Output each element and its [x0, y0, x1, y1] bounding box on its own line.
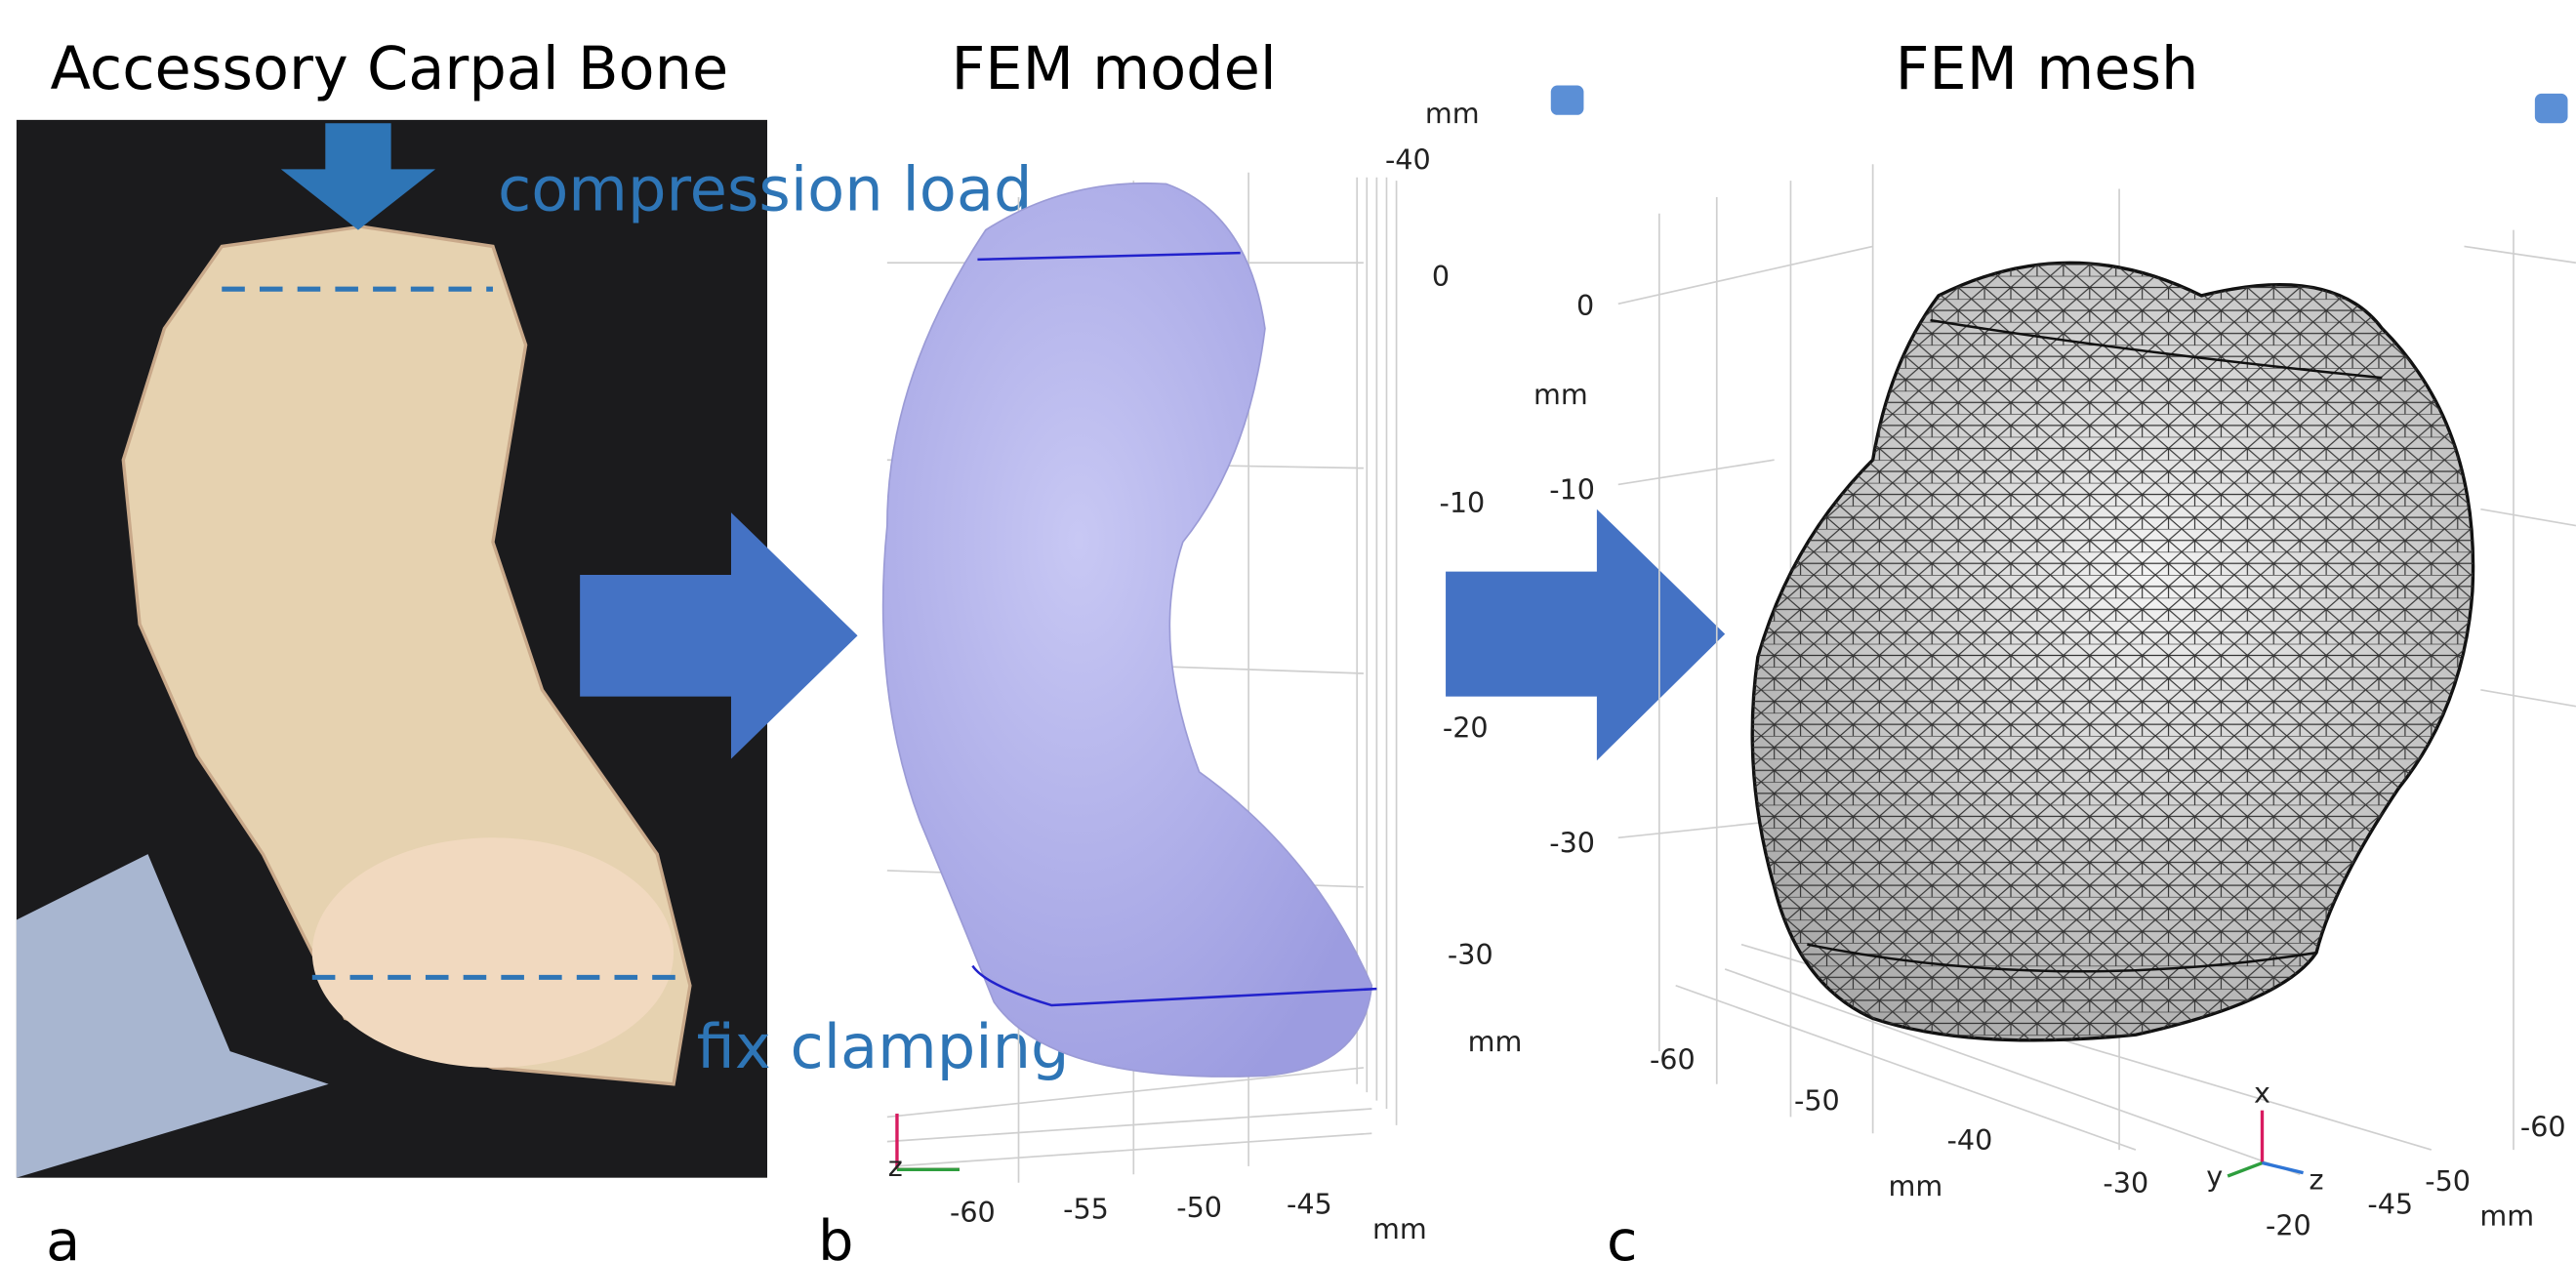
triad: [2228, 1163, 2262, 1176]
triad-label: z: [888, 1150, 903, 1183]
triad-label: y: [2206, 1159, 2223, 1193]
figure: Accessory Carpal Bone compression load f…: [0, 0, 2576, 1261]
tick-label: -45: [1287, 1188, 1332, 1221]
tick-label: -50: [1176, 1191, 1222, 1224]
tick-label: -20: [2266, 1209, 2311, 1242]
tick-label: -60: [950, 1196, 996, 1229]
panel-title: Accessory Carpal Bone: [51, 35, 729, 103]
tick-label: -50: [2425, 1164, 2471, 1198]
tick-label: -30: [1448, 938, 1493, 971]
tick-label: -45: [2367, 1188, 2413, 1221]
page: Accessory Carpal Bone compression load f…: [0, 0, 2576, 1261]
axis-label: mm: [1425, 97, 1480, 130]
panel-title: FEM mesh: [1896, 35, 2199, 103]
triad: [2262, 1163, 2303, 1173]
axis-label: mm: [1372, 1212, 1427, 1245]
triad-label: x: [2254, 1076, 2270, 1109]
panel-title: FEM model: [951, 35, 1276, 103]
annotation: compression load: [498, 153, 1033, 224]
fem-model: [883, 183, 1372, 1077]
axis-label: mm: [2479, 1199, 2534, 1232]
panel-letter: c: [1607, 1209, 1637, 1261]
icon: [2535, 94, 2568, 123]
tick-label: -30: [1549, 826, 1595, 859]
tick-label: -20: [1443, 712, 1489, 745]
bone-joint: [312, 837, 674, 1068]
triad-label: z: [2310, 1162, 2324, 1196]
panel-letter: a: [46, 1209, 80, 1261]
tick-label: -40: [1947, 1123, 1993, 1157]
tick-label: -55: [1063, 1193, 1109, 1226]
tick-label: -40: [1385, 142, 1431, 176]
tick-label: 0: [1576, 289, 1594, 322]
tick-label: -10: [1440, 486, 1486, 519]
axis-label: mm: [1468, 1025, 1523, 1058]
tick-label: -60: [1650, 1043, 1696, 1077]
mesh-elements: [1752, 263, 2473, 1040]
axis-label: mm: [1889, 1169, 1943, 1202]
triad: [897, 1114, 960, 1169]
axis-label: mm: [1533, 378, 1588, 411]
tick-label: -50: [1794, 1084, 1840, 1118]
tick-label: -10: [1549, 473, 1595, 507]
tick-label: 0: [1432, 260, 1450, 293]
panel-letter: b: [818, 1209, 853, 1261]
icon: [1551, 86, 1584, 115]
tick-label: -30: [2103, 1166, 2148, 1200]
tick-label: -60: [2520, 1111, 2566, 1144]
